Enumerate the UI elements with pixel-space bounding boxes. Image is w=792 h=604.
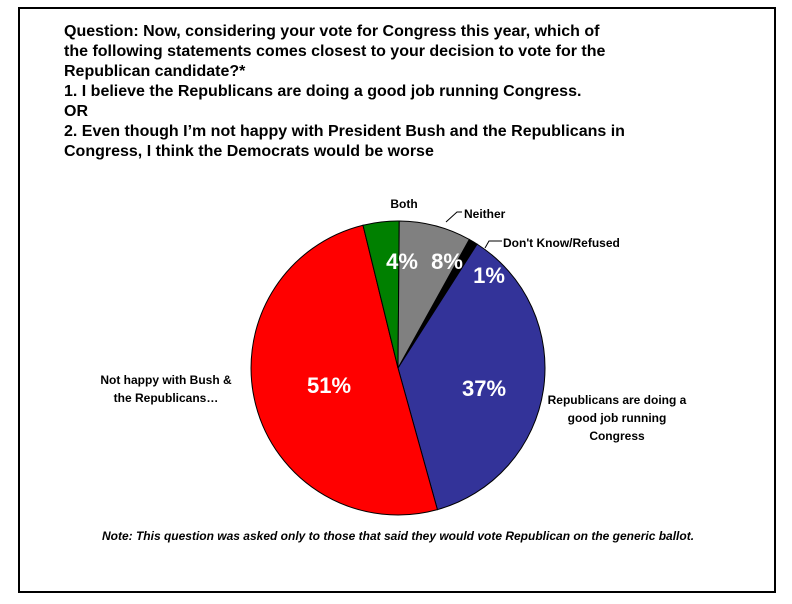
question-line: Republican candidate?* (64, 63, 246, 80)
category-label-not-happy-with-bush-the-republicans: Not happy with Bush & the Republicans… (100, 373, 232, 405)
category-label-republicans-are-doing-a-good-job-running-congress: Republicans are doing a good job running C… (548, 393, 687, 443)
leader-line-don-t-know-refused (484, 240, 502, 249)
question-text: Question: Now, considering your vote for… (64, 22, 764, 162)
value-label-both: 4% (386, 249, 418, 274)
question-line: Congress, I think the Democrats would be… (64, 143, 434, 160)
value-label-neither: 8% (431, 249, 463, 274)
question-line: 1. I believe the Republicans are doing a… (64, 83, 582, 100)
value-label-not-happy-with-bush-the-republicans: 51% (307, 373, 351, 398)
question-line: Question: Now, considering your vote for… (64, 23, 600, 40)
category-label-both: Both (390, 197, 417, 211)
pie-slice-neither (397, 220, 470, 369)
leader-line-neither (445, 211, 462, 223)
question-line: 2. Even though I’m not happy with Presid… (64, 123, 625, 140)
value-label-don-t-know-refused: 1% (473, 263, 505, 288)
pie-slice-republicans-are-doing-a-good-job-running-congress (397, 243, 546, 511)
question-line: OR (64, 103, 88, 120)
footnote: Note: This question was asked only to th… (101, 529, 695, 543)
pie-slice-not-happy-with-bush-the-republicans (250, 224, 439, 516)
question-line: the following statements comes closest t… (64, 43, 606, 60)
value-label-republicans-are-doing-a-good-job-running-congress: 37% (462, 376, 506, 401)
category-label-don-t-know-refused: Don't Know/Refused (503, 236, 620, 250)
category-label-neither: Neither (464, 207, 506, 221)
